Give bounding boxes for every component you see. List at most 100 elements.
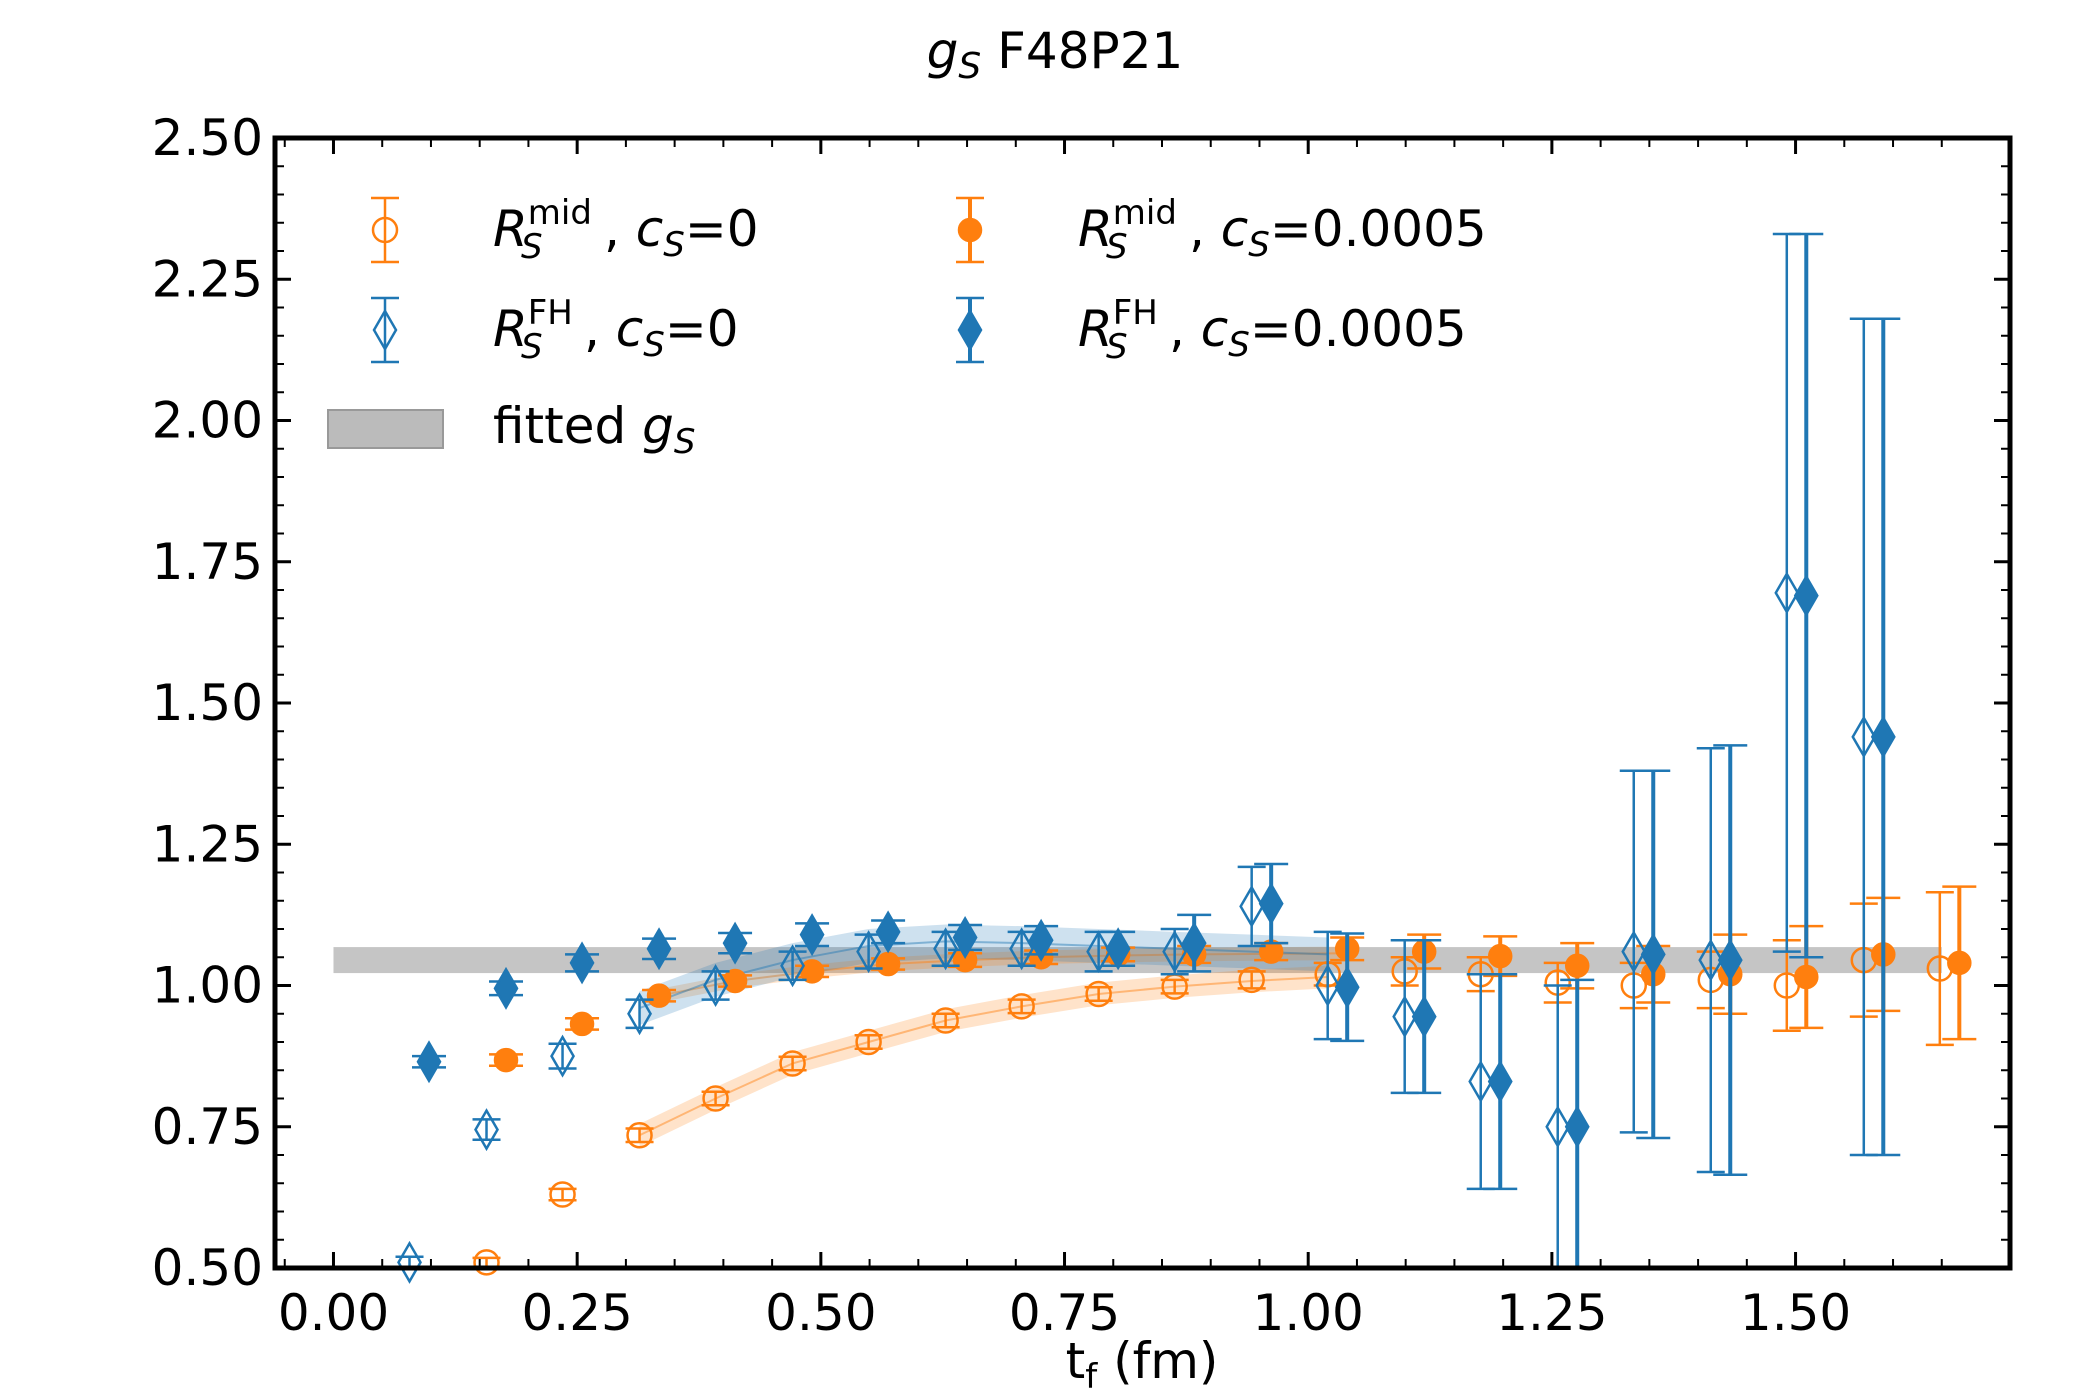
- legend-sym: R: [1078, 200, 1113, 258]
- fit-curve-line-0: [639, 976, 1328, 1137]
- data-point: [932, 1007, 959, 1034]
- data-point: [799, 913, 825, 957]
- legend-mid: ,: [584, 300, 616, 358]
- legend-marker-mid-cs0: [371, 196, 399, 264]
- data-point: [549, 1181, 576, 1208]
- data-point: [1008, 993, 1035, 1020]
- data-point: [416, 1040, 442, 1084]
- data-point: [569, 941, 595, 985]
- data-point: [473, 1249, 500, 1276]
- data-point: [702, 1085, 729, 1112]
- data-point: [1028, 918, 1054, 962]
- x-axis-label: tf (fm): [1066, 1332, 1219, 1397]
- x-tick-label: 1.25: [1496, 1284, 1607, 1342]
- x-tick-label: 0.25: [521, 1284, 632, 1342]
- data-point: [1315, 964, 1341, 1007]
- data-point: [569, 1011, 595, 1037]
- data-point: [1181, 921, 1207, 965]
- x-tick-label: 1.00: [1253, 1284, 1364, 1342]
- data-point: [703, 964, 729, 1007]
- fitted-gs-band: [333, 947, 1942, 974]
- legend-sym: R: [493, 200, 528, 258]
- data-point: [856, 930, 882, 974]
- legend-marker: [372, 308, 398, 352]
- legend-sym: R: [493, 300, 528, 358]
- series-2: [395, 232, 1878, 1284]
- legend-sub: S: [1106, 227, 1128, 267]
- data-point: [550, 1034, 575, 1078]
- data-point: [626, 1121, 653, 1149]
- y-tick-label: 2.50: [152, 109, 263, 167]
- x-tick-label: 0.50: [765, 1284, 876, 1342]
- legend-cs: c: [1221, 200, 1249, 258]
- data-point: [1793, 574, 1819, 618]
- y-tick-label: 1.50: [152, 674, 263, 732]
- data-point: [1238, 966, 1265, 994]
- legend-marker: [957, 217, 983, 243]
- data-point: [1258, 882, 1284, 926]
- y-tick-label: 0.50: [152, 1239, 263, 1297]
- data-point: [397, 1240, 422, 1284]
- data-point: [722, 968, 748, 994]
- x-label-unit: (fm): [1097, 1332, 1218, 1390]
- data-point: [1851, 715, 1877, 759]
- legend-marker-fh-cs0: [371, 296, 399, 364]
- data-point: [1545, 1105, 1571, 1149]
- legend: Rmid S, cS=0 Rmid S, cS=0.0005 RFH S, cS=0 …: [327, 193, 1487, 462]
- data-point: [1794, 964, 1819, 990]
- legend-fitted-text: fitted: [493, 397, 642, 455]
- legend-label-mid-cs0005: Rmid S, cS=0.0005: [1078, 193, 1487, 267]
- legend-val: =0: [685, 200, 759, 258]
- data-point: [855, 1028, 882, 1056]
- data-point: [493, 1047, 519, 1073]
- data-point: [493, 966, 519, 1010]
- data-point: [722, 921, 748, 965]
- legend-mid: ,: [1169, 300, 1201, 358]
- data-point: [1621, 930, 1647, 974]
- data-point: [1009, 927, 1035, 971]
- data-point: [646, 927, 672, 971]
- data-point: [875, 951, 901, 977]
- legend-fitted-math: g: [642, 397, 674, 455]
- legend-sym: R: [1078, 300, 1113, 358]
- data-point: [1239, 884, 1265, 928]
- legend-val: =0.0005: [1270, 200, 1487, 258]
- legend-marker: [957, 308, 983, 352]
- legend-sub: S: [521, 327, 543, 367]
- data-point: [1105, 927, 1131, 971]
- legend-sup: FH: [1113, 293, 1158, 333]
- data-point: [1564, 953, 1590, 978]
- legend-label-fh-cs0: RFH S, cS=0: [493, 293, 739, 367]
- data-point: [474, 1108, 499, 1152]
- chart-title: gS F48P21: [927, 22, 1184, 87]
- data-point: [1717, 938, 1743, 982]
- y-tick-label: 1.25: [152, 815, 263, 873]
- data-point: [1564, 1105, 1590, 1149]
- legend-marker-fh-cs0005: [956, 296, 984, 364]
- x-label-t: t: [1066, 1332, 1086, 1390]
- x-label-sub: f: [1085, 1357, 1098, 1397]
- y-tick-label: 2.25: [152, 250, 263, 308]
- legend-marker-mid-cs0005: [956, 196, 984, 264]
- legend-label-fitted: fitted gS: [493, 397, 695, 462]
- data-point: [1640, 932, 1666, 976]
- legend-sub: S: [1106, 327, 1128, 367]
- legend-swatch-fitted: [327, 409, 444, 449]
- data-point: [1334, 965, 1360, 1009]
- legend-sup: FH: [528, 293, 573, 333]
- legend-label-fh-cs0005: RFH S, cS=0.0005: [1078, 293, 1467, 367]
- fit-curve-layer: [639, 924, 1348, 1147]
- y-tick-label: 2.00: [152, 392, 263, 450]
- title-rest: F48P21: [981, 22, 1183, 80]
- data-point: [933, 927, 959, 971]
- data-point: [627, 992, 652, 1036]
- title-math: g: [927, 22, 959, 80]
- legend-cs-sub: S: [1228, 325, 1250, 365]
- y-tick-label: 1.75: [152, 533, 263, 591]
- ticks-layer: 0.50 0.75 1.00 1.25 1.50 1.75 2.00 2.25 2.50 0.00…: [152, 109, 2010, 1342]
- legend-cs: c: [636, 200, 664, 258]
- data-point: [646, 983, 672, 1008]
- legend-cs-sub: S: [1248, 225, 1270, 265]
- x-tick-label: 0.75: [1009, 1284, 1120, 1342]
